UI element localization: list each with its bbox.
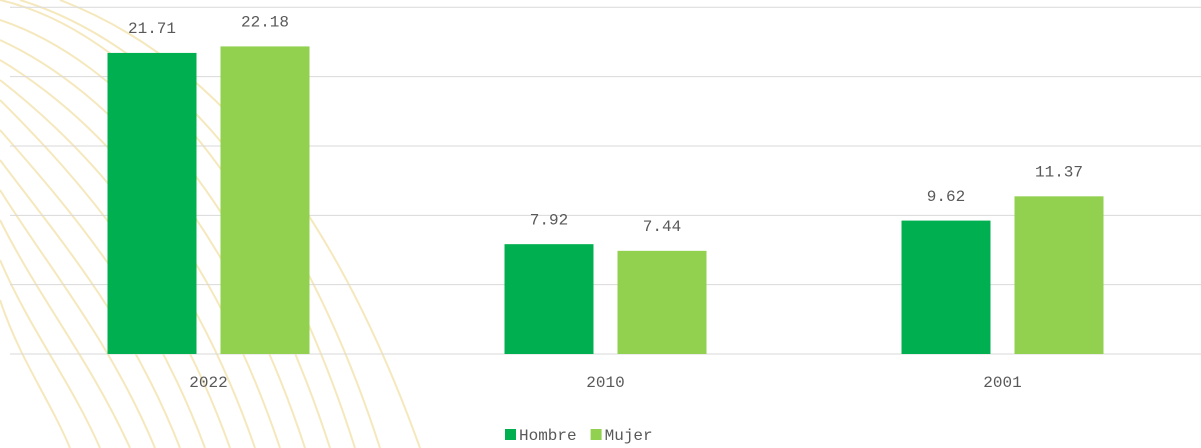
data-label: 7.44 [643, 218, 681, 236]
bar [1014, 196, 1104, 354]
data-label: 11.37 [1035, 164, 1083, 182]
legend-label: Mujer [605, 427, 653, 445]
legend-label: Hombre [519, 427, 577, 445]
data-label: 9.62 [927, 188, 965, 206]
data-label: 21.71 [128, 20, 176, 38]
bar [901, 220, 991, 354]
data-label: 7.92 [530, 211, 568, 229]
bar [504, 244, 594, 354]
bar [617, 250, 707, 354]
x-tick-label: 2010 [586, 374, 624, 392]
x-tick-label: 2001 [983, 374, 1021, 392]
legend-swatch [505, 429, 516, 440]
legend-swatch [590, 429, 602, 440]
bar [107, 52, 197, 354]
data-label: 22.18 [241, 14, 289, 32]
bar [220, 46, 310, 354]
x-tick-label: 2022 [189, 374, 227, 392]
